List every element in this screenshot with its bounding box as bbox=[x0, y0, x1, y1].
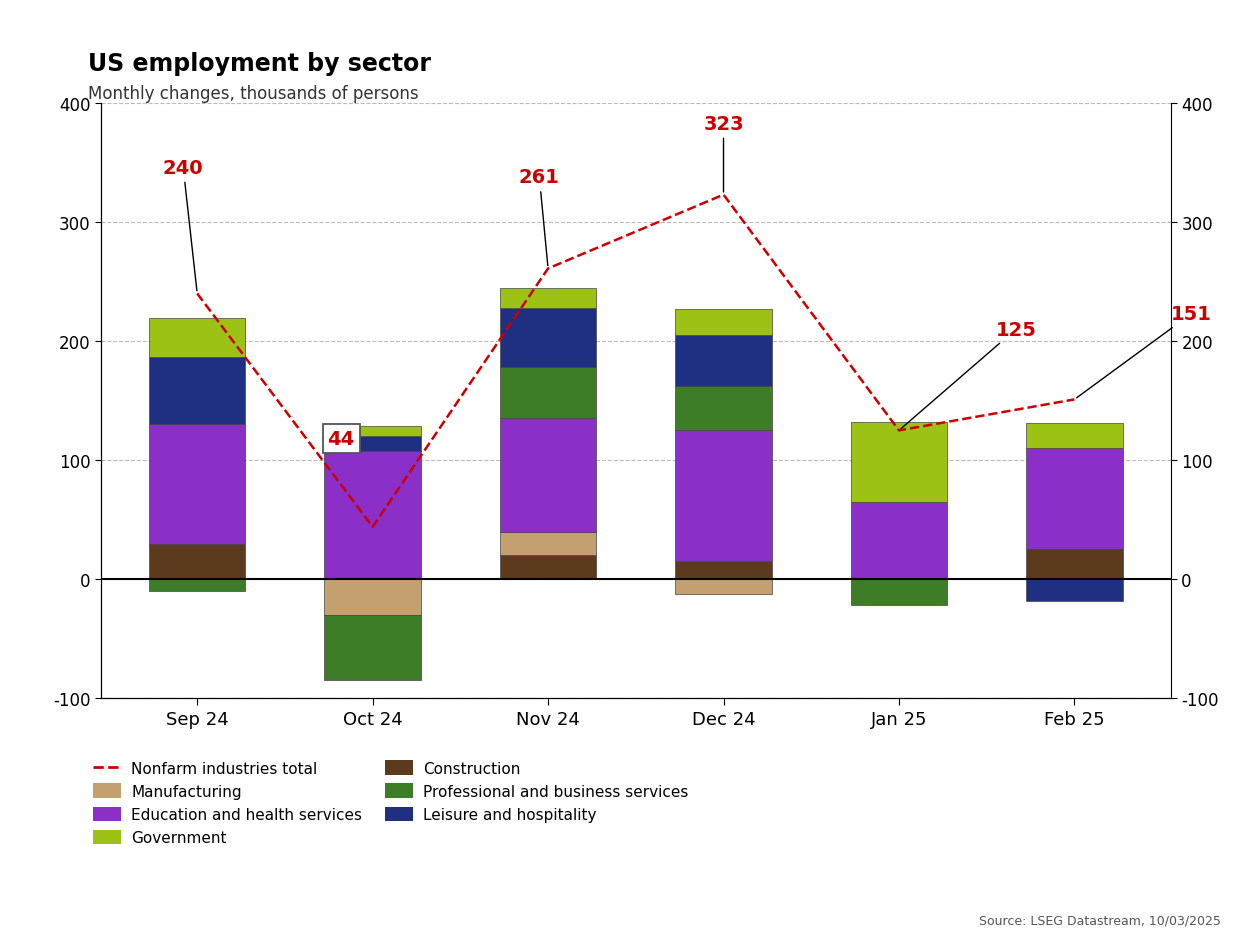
Text: 151: 151 bbox=[1076, 305, 1211, 398]
Text: 125: 125 bbox=[901, 320, 1036, 430]
Bar bbox=[500, 309, 597, 368]
Bar bbox=[149, 425, 246, 544]
Text: 323: 323 bbox=[704, 114, 744, 193]
Bar bbox=[675, 562, 772, 580]
Text: 240: 240 bbox=[162, 159, 204, 292]
Text: Source: LSEG Datastream, 10/03/2025: Source: LSEG Datastream, 10/03/2025 bbox=[980, 913, 1221, 926]
Bar bbox=[149, 544, 246, 580]
Bar bbox=[325, 426, 421, 437]
Text: US employment by sector: US employment by sector bbox=[88, 52, 431, 76]
Bar bbox=[149, 319, 246, 357]
Bar bbox=[675, 430, 772, 562]
Bar bbox=[851, 423, 947, 502]
Bar bbox=[500, 556, 597, 580]
Bar bbox=[1026, 549, 1123, 580]
Text: Monthly changes, thousands of persons: Monthly changes, thousands of persons bbox=[88, 85, 419, 103]
Bar bbox=[500, 419, 597, 532]
Bar bbox=[149, 580, 246, 592]
Bar bbox=[675, 387, 772, 430]
Bar bbox=[500, 532, 597, 556]
Bar bbox=[1026, 448, 1123, 549]
Text: 44: 44 bbox=[327, 430, 355, 448]
Bar bbox=[325, 615, 421, 681]
Bar bbox=[325, 451, 421, 580]
Bar bbox=[1026, 580, 1123, 601]
Bar bbox=[675, 310, 772, 336]
Bar bbox=[149, 357, 246, 425]
Bar bbox=[325, 580, 421, 615]
Bar bbox=[500, 288, 597, 309]
Bar bbox=[1026, 424, 1123, 448]
Bar bbox=[500, 368, 597, 419]
Bar bbox=[851, 502, 947, 580]
Bar bbox=[325, 437, 421, 451]
Bar bbox=[675, 336, 772, 387]
Legend: Nonfarm industries total, Manufacturing, Education and health services, Governme: Nonfarm industries total, Manufacturing,… bbox=[87, 754, 695, 851]
Text: 261: 261 bbox=[519, 168, 560, 266]
Bar bbox=[851, 580, 947, 606]
Bar bbox=[675, 580, 772, 594]
